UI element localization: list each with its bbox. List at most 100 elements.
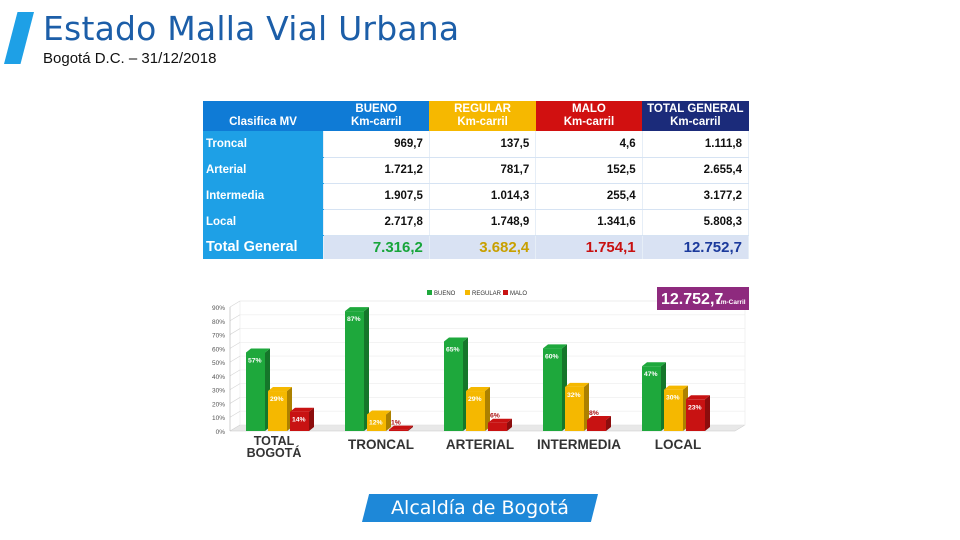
bar-malo bbox=[587, 419, 606, 431]
data-label: 29% bbox=[468, 396, 482, 403]
gridline-side bbox=[229, 314, 241, 322]
cell-total: 1.111,8 bbox=[642, 131, 750, 158]
cell-total: 3.177,2 bbox=[642, 183, 750, 210]
bar-side bbox=[606, 415, 611, 431]
gridline-side bbox=[229, 328, 241, 335]
data-label: 47% bbox=[644, 371, 658, 378]
bar-top bbox=[664, 385, 688, 390]
bar-regular bbox=[664, 389, 683, 431]
bar-side bbox=[386, 410, 391, 431]
header-malo: MALO Km-carril bbox=[535, 101, 643, 131]
header-total: TOTAL GENERAL Km-carril bbox=[642, 101, 749, 131]
y-tick-label: 0% bbox=[216, 429, 226, 436]
total-general: 12.752,7 bbox=[642, 235, 750, 259]
bar-malo bbox=[290, 411, 309, 431]
legend-label-bueno: BUENO bbox=[434, 291, 456, 297]
bar-top bbox=[444, 337, 468, 342]
table-row: Arterial 1.721,2 781,7 152,5 2.655,4 bbox=[203, 157, 750, 184]
bar-malo bbox=[389, 429, 408, 431]
gridline-side bbox=[229, 300, 241, 308]
row-category: Intermedia bbox=[203, 183, 324, 210]
data-label: 12% bbox=[369, 419, 383, 426]
category-label: ARTERIAL bbox=[446, 437, 514, 452]
cell-malo: 4,6 bbox=[535, 131, 643, 158]
legend-swatch bbox=[503, 290, 508, 295]
bar-side bbox=[364, 307, 369, 431]
bar-bueno bbox=[246, 352, 265, 431]
cell-regular: 1.748,9 bbox=[429, 209, 537, 236]
cell-bueno: 1.907,5 bbox=[323, 183, 430, 210]
data-label: 29% bbox=[270, 396, 284, 403]
gridline-side bbox=[229, 369, 241, 377]
category-label: TRONCAL bbox=[348, 437, 414, 452]
total-row-label: Total General bbox=[203, 235, 324, 259]
total-badge bbox=[657, 287, 749, 310]
badge-value: 12.752,7 bbox=[661, 291, 723, 308]
badge-unit: Km-Carril bbox=[716, 299, 746, 306]
bar-side bbox=[309, 407, 314, 431]
gridline-side bbox=[229, 424, 241, 432]
bar-side bbox=[584, 382, 589, 431]
bar-top bbox=[345, 307, 369, 312]
cell-bueno: 1.721,2 bbox=[323, 157, 430, 184]
legend-swatch bbox=[465, 290, 470, 295]
y-tick-label: 70% bbox=[212, 333, 225, 340]
legend-swatch bbox=[427, 290, 432, 295]
cell-regular: 1.014,3 bbox=[429, 183, 537, 210]
table-row: Intermedia 1.907,5 1.014,3 255,4 3.177,2 bbox=[203, 183, 750, 210]
bar-side bbox=[507, 418, 512, 431]
row-category: Arterial bbox=[203, 157, 324, 184]
header-regular: REGULAR Km-carril bbox=[429, 101, 536, 131]
bar-side bbox=[408, 425, 413, 431]
bar-regular bbox=[367, 414, 386, 431]
category-label: TOTAL bbox=[254, 434, 295, 448]
bar-top bbox=[466, 387, 490, 392]
bar-top bbox=[268, 387, 292, 392]
cell-bueno: 969,7 bbox=[323, 131, 430, 158]
category-label: BOGOTÁ bbox=[247, 445, 302, 460]
cell-regular: 781,7 bbox=[429, 157, 537, 184]
cell-bueno: 2.717,8 bbox=[323, 209, 430, 236]
bar-top bbox=[642, 362, 666, 367]
table-total-row: Total General 7.316,2 3.682,4 1.754,1 12… bbox=[203, 235, 750, 259]
data-label: 14% bbox=[292, 417, 306, 424]
data-label: 65% bbox=[446, 346, 460, 353]
status-bar-chart: 0% 10% 20% 30% 40% 50% 60% 70% 80% 90% BUENO REGULA… bbox=[212, 287, 749, 460]
gridline-side bbox=[229, 410, 241, 418]
bar-top bbox=[565, 382, 589, 387]
bar-top bbox=[246, 348, 270, 353]
bar-malo bbox=[686, 399, 705, 431]
bar-top bbox=[686, 395, 710, 400]
table-row: Troncal 969,7 137,5 4,6 1.111,8 bbox=[203, 131, 750, 158]
title-accent-bar bbox=[4, 12, 34, 64]
logo-text: Alcaldía de Bogotá bbox=[391, 497, 569, 519]
legend-label-regular: REGULAR bbox=[472, 291, 502, 297]
page-subtitle: Bogotá D.C. – 31/12/2018 bbox=[43, 50, 217, 67]
row-category: Local bbox=[203, 209, 324, 236]
data-label: 32% bbox=[567, 392, 581, 399]
bar-bueno bbox=[543, 348, 562, 431]
legend-label-malo: MALO bbox=[510, 291, 527, 297]
bar-bueno bbox=[444, 341, 463, 431]
total-malo: 1.754,1 bbox=[535, 235, 643, 259]
bar-top bbox=[290, 407, 314, 412]
cell-total: 5.808,3 bbox=[642, 209, 750, 236]
bar-top bbox=[389, 425, 413, 430]
header-bueno: BUENO Km-carril bbox=[323, 101, 430, 131]
cell-malo: 255,4 bbox=[535, 183, 643, 210]
table-row: Local 2.717,8 1.748,9 1.341,6 5.808,3 bbox=[203, 209, 750, 236]
data-label: 23% bbox=[688, 404, 702, 411]
category-label: INTERMEDIA bbox=[537, 437, 621, 452]
header-category: Clasifica MV bbox=[203, 101, 323, 131]
cell-total: 2.655,4 bbox=[642, 157, 750, 184]
gridline-side bbox=[229, 342, 241, 349]
y-tick-label: 40% bbox=[212, 374, 225, 381]
y-tick-label: 10% bbox=[212, 415, 225, 422]
bar-regular bbox=[466, 391, 485, 431]
y-tick-label: 50% bbox=[212, 360, 225, 367]
bar-top bbox=[543, 344, 567, 349]
data-label: 1% bbox=[391, 420, 401, 427]
data-label: 30% bbox=[666, 395, 680, 402]
bar-bueno bbox=[642, 366, 661, 431]
y-tick-label: 30% bbox=[212, 388, 225, 395]
